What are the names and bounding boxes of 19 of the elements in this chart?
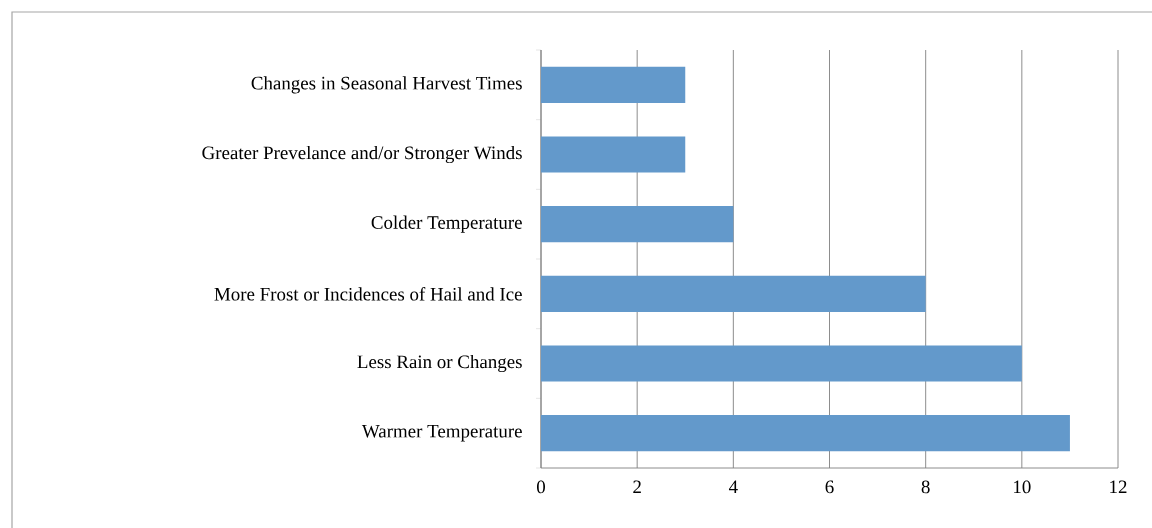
bar	[541, 206, 734, 243]
y-tick-label: Colder Temperature	[371, 215, 522, 233]
x-tick-label: 12	[1110, 480, 1127, 494]
bar	[541, 66, 686, 103]
bar	[541, 136, 686, 173]
bar	[541, 415, 1070, 452]
y-tick-label: More Frost or Incidences of Hail and Ice	[214, 287, 522, 301]
x-tick-label: 2	[633, 480, 641, 494]
x-tick-label: 10	[1014, 480, 1031, 494]
bar	[541, 275, 926, 312]
x-tick-label: 0	[536, 480, 545, 494]
bar	[541, 345, 1022, 382]
x-tick-label: 8	[921, 480, 930, 494]
y-tick-label: Changes in Seasonal Harvest Times	[251, 76, 522, 94]
y-tick-label: Less Rain or Changes	[357, 354, 522, 373]
y-tick-label: Warmer Temperature	[361, 424, 522, 442]
x-tick-label: 4	[728, 480, 738, 493]
x-tick-label: 6	[825, 480, 834, 494]
y-tick-label: Greater Prevelance and/or Stronger Winds	[202, 145, 522, 164]
